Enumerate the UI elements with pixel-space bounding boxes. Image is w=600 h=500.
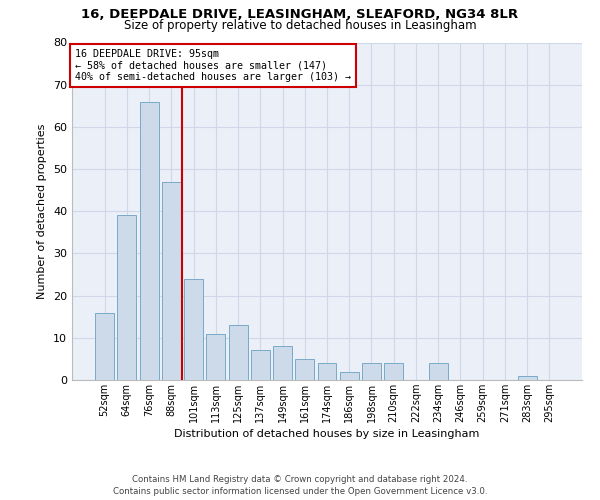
- Bar: [384, 363, 403, 380]
- Bar: [295, 359, 314, 380]
- Bar: [206, 334, 225, 380]
- Bar: [362, 363, 381, 380]
- Bar: [95, 312, 114, 380]
- Bar: [162, 182, 181, 380]
- Text: 16 DEEPDALE DRIVE: 95sqm
← 58% of detached houses are smaller (147)
40% of semi-: 16 DEEPDALE DRIVE: 95sqm ← 58% of detach…: [74, 50, 350, 82]
- Bar: [118, 216, 136, 380]
- Text: 16, DEEPDALE DRIVE, LEASINGHAM, SLEAFORD, NG34 8LR: 16, DEEPDALE DRIVE, LEASINGHAM, SLEAFORD…: [82, 8, 518, 20]
- Y-axis label: Number of detached properties: Number of detached properties: [37, 124, 47, 299]
- X-axis label: Distribution of detached houses by size in Leasingham: Distribution of detached houses by size …: [175, 429, 479, 439]
- Bar: [317, 363, 337, 380]
- Bar: [184, 279, 203, 380]
- Bar: [518, 376, 536, 380]
- Bar: [251, 350, 270, 380]
- Bar: [273, 346, 292, 380]
- Text: Size of property relative to detached houses in Leasingham: Size of property relative to detached ho…: [124, 19, 476, 32]
- Bar: [429, 363, 448, 380]
- Text: Contains HM Land Registry data © Crown copyright and database right 2024.
Contai: Contains HM Land Registry data © Crown c…: [113, 474, 487, 496]
- Bar: [340, 372, 359, 380]
- Bar: [229, 325, 248, 380]
- Bar: [140, 102, 158, 380]
